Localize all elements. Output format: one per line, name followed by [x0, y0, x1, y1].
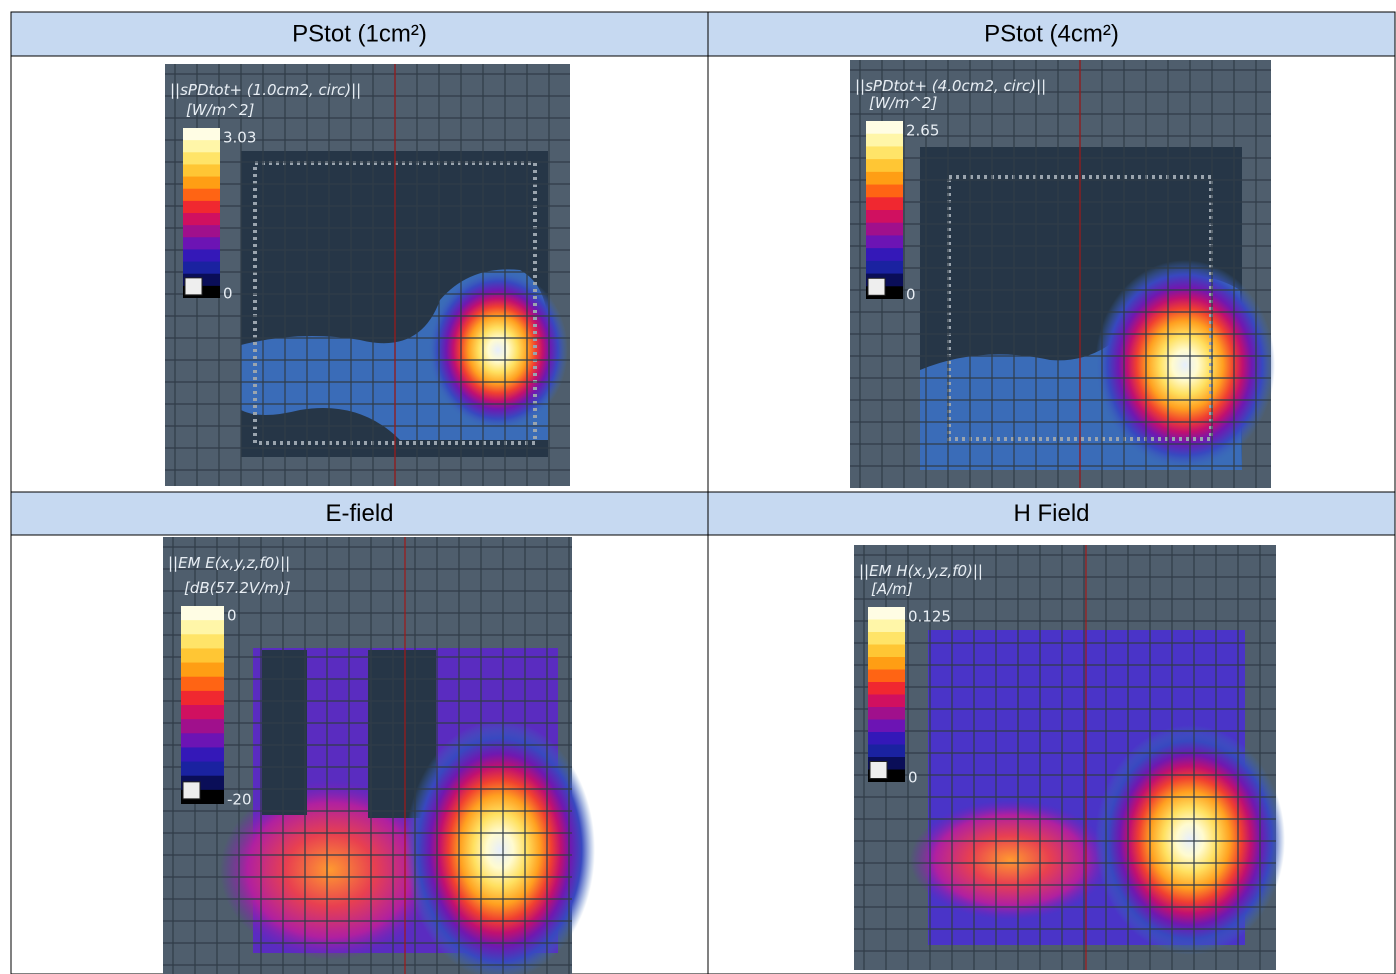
- colorbar-band: [866, 133, 903, 147]
- colorbar-band: [866, 184, 903, 198]
- colorbar-band: [868, 619, 905, 633]
- plot-unit: [W/m^2]: [869, 94, 937, 112]
- header-text: E-field: [325, 500, 393, 527]
- scale-min: -20: [227, 791, 252, 809]
- header-text: PStot (1cm²): [292, 20, 427, 47]
- colorbar-band: [868, 669, 905, 683]
- plot-unit: [A/m]: [871, 580, 913, 598]
- colorbar-band: [866, 210, 903, 224]
- colorbar-band: [866, 248, 903, 262]
- heatmap: ||EM H(x,y,z,f0)||[A/m] 0.125 0: [854, 545, 1285, 970]
- colorbar-band: [183, 152, 220, 165]
- colorbar-band: [181, 648, 224, 664]
- colorbar-band: [866, 146, 903, 160]
- scale-max: 0: [227, 607, 237, 625]
- colorbar-band: [183, 200, 220, 214]
- colorbar-band: [183, 164, 220, 178]
- colorbar-band: [181, 719, 224, 734]
- colorbar-band: [183, 237, 220, 250]
- scale-max: 2.65: [906, 122, 939, 140]
- plot-title: ||sPDtot+ (1.0cm2, circ)||: [170, 81, 361, 99]
- header-text: H Field: [1013, 500, 1089, 527]
- colorbar-band: [866, 171, 903, 186]
- scale-min: 0: [908, 769, 918, 787]
- colorbar-icon: [867, 277, 886, 296]
- scale-min: 0: [223, 285, 233, 303]
- plot-title: ||EM E(x,y,z,f0)||: [168, 554, 290, 572]
- colorbar-band: [181, 606, 224, 621]
- header-cell: [10, 11, 709, 57]
- colorbar-band: [868, 694, 905, 708]
- colorbar-band: [866, 159, 903, 173]
- heatmap: ||EM E(x,y,z,f0)|| [dB(57.2V/m)] 0 -20: [163, 537, 595, 974]
- colorbar-band: [866, 260, 903, 275]
- colorbar-band: [868, 744, 905, 758]
- colorbar-band: [183, 261, 220, 275]
- header-cell: [707, 491, 1396, 536]
- colorbar-icon: [182, 781, 201, 800]
- colorbar-band: [183, 249, 220, 263]
- colorbar-band: [868, 657, 905, 670]
- colorbar-band: [183, 225, 220, 238]
- colorbar-band: [183, 176, 220, 190]
- colorbar-band: [868, 719, 905, 733]
- plot-title: ||sPDtot+ (4.0cm2, circ)||: [855, 77, 1046, 95]
- colorbar-band: [866, 235, 903, 249]
- field-hot: [1095, 725, 1285, 955]
- colorbar-band: [866, 121, 903, 135]
- plot-title: ||EM H(x,y,z,f0)||: [859, 562, 983, 580]
- colorbar-band: [181, 747, 224, 763]
- field-warm: [220, 780, 440, 960]
- dotted-box: [947, 175, 1213, 441]
- colorbar-icon: [869, 761, 888, 779]
- colorbar-band: [181, 761, 224, 777]
- header-cell: [10, 491, 709, 536]
- colorbar-band: [868, 632, 905, 645]
- colorbar-band: [868, 644, 905, 658]
- scale-max: 3.03: [223, 129, 256, 147]
- scale-max: 0.125: [908, 608, 951, 626]
- scale-min: 0: [906, 286, 916, 304]
- colorbar-band: [183, 188, 220, 202]
- header-text: PStot (4cm²): [984, 20, 1119, 47]
- colorbar-band: [868, 707, 905, 720]
- colorbar-band: [183, 140, 220, 153]
- heatmap: ||sPDtot+ (4.0cm2, circ)||[W/m^2] 2.65 0: [850, 60, 1275, 488]
- colorbar-band: [866, 222, 903, 236]
- plot-unit: [W/m^2]: [186, 101, 254, 119]
- colorbar-band: [181, 634, 224, 649]
- colorbar-band: [866, 197, 903, 211]
- colorbar-band: [181, 676, 224, 692]
- field-hot: [1095, 260, 1275, 470]
- colorbar-band: [181, 620, 224, 635]
- plot-unit: [dB(57.2V/m)]: [184, 579, 291, 597]
- colorbar-band: [181, 690, 224, 706]
- colorbar-band: [181, 705, 224, 720]
- colorbar-band: [868, 682, 905, 695]
- colorbar-band: [181, 662, 224, 678]
- colorbar-band: [183, 128, 220, 141]
- colorbar-band: [868, 732, 905, 745]
- field-hot: [405, 720, 595, 974]
- colorbar-band: [181, 733, 224, 748]
- colorbar-band: [183, 213, 220, 226]
- colorbar-icon: [184, 277, 203, 296]
- field-dark: [262, 650, 307, 815]
- header-cell: [707, 11, 1396, 57]
- heatmap: ||sPDtot+ (1.0cm2, circ)|| [W/m^2] 3.03 0: [165, 64, 570, 486]
- field-warm: [910, 800, 1110, 920]
- colorbar-band: [868, 607, 905, 620]
